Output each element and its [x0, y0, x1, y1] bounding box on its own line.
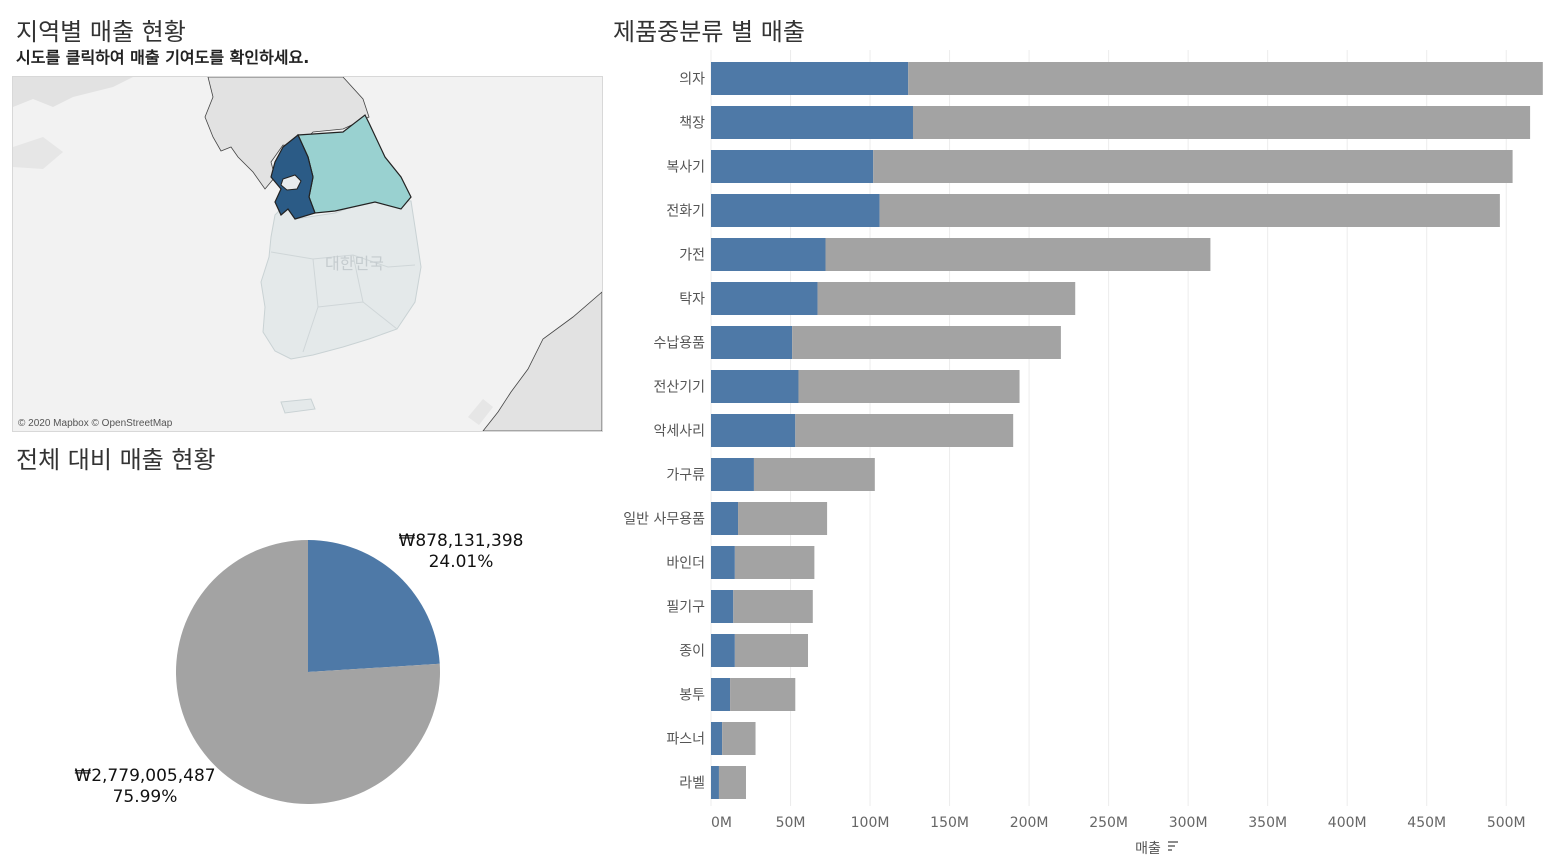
- bar-rest[interactable]: [738, 502, 828, 535]
- category-label: 수납용품: [653, 336, 705, 352]
- region-map[interactable]: 대한민국 © 2020 Mapbox © OpenStreetMap: [12, 76, 603, 432]
- bar-selected[interactable]: [711, 238, 826, 271]
- category-label: 라벨: [679, 776, 705, 792]
- bar-selected[interactable]: [711, 150, 874, 183]
- sort-descending-icon[interactable]: [1168, 841, 1178, 851]
- bar-selected[interactable]: [711, 106, 913, 139]
- pie-slice-1[interactable]: [176, 540, 440, 804]
- pie-label-rest-value: ₩2,779,005,487: [74, 766, 216, 786]
- pie-label-selected: ₩878,131,398 24.01%: [392, 531, 530, 573]
- x-axis-title: 매출: [1135, 841, 1161, 857]
- bar-rest[interactable]: [730, 678, 796, 711]
- map-canvas: 대한민국: [13, 77, 602, 431]
- x-tick-label: 150M: [930, 815, 969, 831]
- bar-selected[interactable]: [711, 502, 739, 535]
- bar-selected[interactable]: [711, 634, 735, 667]
- bar-rest[interactable]: [795, 414, 1014, 447]
- bar-rest[interactable]: [879, 194, 1500, 227]
- bar-selected[interactable]: [711, 326, 793, 359]
- category-label: 바인더: [666, 556, 705, 572]
- bar-selected[interactable]: [711, 458, 754, 491]
- bar-selected[interactable]: [711, 370, 799, 403]
- bar-rest[interactable]: [734, 546, 815, 579]
- x-tick-label: 0M: [711, 815, 732, 831]
- x-tick-label: 400M: [1328, 815, 1367, 831]
- pie-label-rest: ₩2,779,005,487 75.99%: [70, 766, 220, 808]
- bar-rest[interactable]: [817, 282, 1076, 315]
- category-label: 악세사리: [653, 424, 705, 440]
- x-tick-label: 250M: [1089, 815, 1128, 831]
- bar-selected[interactable]: [711, 546, 735, 579]
- category-label: 전화기: [666, 204, 705, 220]
- x-tick-label: 100M: [851, 815, 890, 831]
- category-label: 봉투: [679, 688, 705, 704]
- map-title: 지역별 매출 현황: [16, 18, 186, 46]
- country-label: 대한민국: [325, 254, 384, 273]
- bar-rest[interactable]: [873, 150, 1513, 183]
- x-tick-label: 500M: [1487, 815, 1526, 831]
- category-label: 탁자: [679, 292, 705, 308]
- japan-island: [468, 399, 493, 425]
- bar-selected[interactable]: [711, 766, 719, 799]
- japan-region: [482, 291, 602, 431]
- jeju-island: [280, 398, 316, 414]
- bar-rest[interactable]: [722, 722, 756, 755]
- share-pie-chart[interactable]: [170, 534, 446, 810]
- category-label: 가구류: [666, 468, 705, 484]
- x-tick-label: 350M: [1248, 815, 1287, 831]
- category-label: 파스너: [666, 732, 705, 748]
- bar-rest[interactable]: [733, 590, 813, 623]
- china-coast-2: [13, 137, 63, 169]
- seoul-region[interactable]: [280, 174, 302, 191]
- category-label: 필기구: [666, 600, 705, 616]
- category-label: 전산기기: [653, 380, 705, 396]
- category-label: 복사기: [666, 160, 705, 176]
- category-label: 종이: [679, 644, 705, 660]
- bar-selected[interactable]: [711, 590, 734, 623]
- bar-selected[interactable]: [711, 678, 731, 711]
- bar-selected[interactable]: [711, 722, 723, 755]
- x-tick-label: 300M: [1169, 815, 1208, 831]
- bar-selected[interactable]: [711, 62, 909, 95]
- map-subtitle: 시도를 클릭하여 매출 기여도를 확인하세요.: [16, 48, 310, 67]
- pie-label-selected-value: ₩878,131,398: [398, 531, 524, 551]
- bar-selected[interactable]: [711, 194, 880, 227]
- category-label: 일반 사무용품: [623, 512, 705, 528]
- bar-rest[interactable]: [912, 106, 1531, 139]
- pie-title: 전체 대비 매출 현황: [16, 446, 216, 474]
- pie-slice-0[interactable]: [308, 540, 440, 672]
- bar-chart-title: 제품중분류 별 매출: [613, 18, 805, 46]
- south-korea-land: [260, 198, 422, 360]
- bar-rest[interactable]: [753, 458, 875, 491]
- category-label: 가전: [679, 248, 705, 264]
- province-borders: [270, 251, 416, 353]
- china-coast: [13, 77, 133, 107]
- x-tick-label: 450M: [1407, 815, 1446, 831]
- category-label: 책장: [679, 116, 705, 132]
- bar-rest[interactable]: [825, 238, 1211, 271]
- bar-rest[interactable]: [792, 326, 1061, 359]
- bar-rest[interactable]: [734, 634, 809, 667]
- bar-rest[interactable]: [908, 62, 1543, 95]
- bar-selected[interactable]: [711, 414, 796, 447]
- pie-label-selected-pct: 24.01%: [428, 552, 494, 572]
- bar-selected[interactable]: [711, 282, 818, 315]
- bar-rest[interactable]: [718, 766, 746, 799]
- category-label: 의자: [679, 72, 705, 88]
- x-tick-label: 50M: [776, 815, 806, 831]
- x-tick-label: 200M: [1010, 815, 1049, 831]
- bar-rest[interactable]: [798, 370, 1020, 403]
- map-attribution: © 2020 Mapbox © OpenStreetMap: [18, 418, 173, 429]
- pie-label-rest-pct: 75.99%: [112, 787, 178, 807]
